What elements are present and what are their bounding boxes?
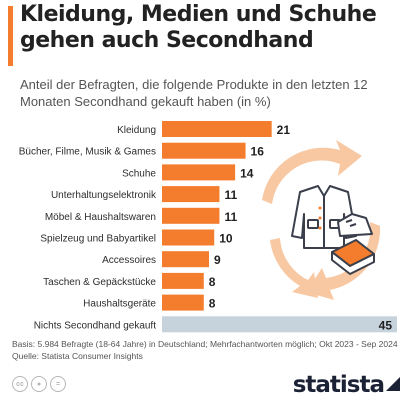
category-label: Kleidung bbox=[117, 125, 156, 136]
value-label: 16 bbox=[251, 145, 265, 159]
bar[interactable] bbox=[162, 164, 236, 181]
footnote: Basis: 5.984 Befragte (18-64 Jahre) in D… bbox=[12, 338, 404, 362]
value-label: 14 bbox=[240, 166, 254, 180]
attribution-icon[interactable]: ● bbox=[31, 376, 47, 392]
no-derivatives-icon[interactable]: = bbox=[50, 376, 66, 392]
bar[interactable] bbox=[162, 121, 272, 137]
value-label: 8 bbox=[209, 297, 216, 311]
category-label: Schuhe bbox=[122, 168, 156, 179]
basis-note: Basis: 5.984 Befragte (18-64 Jahre) in D… bbox=[12, 339, 398, 349]
bar[interactable] bbox=[162, 251, 209, 268]
license-icons: cc ● = bbox=[12, 376, 66, 392]
category-label: Bücher, Filme, Musik & Games bbox=[19, 147, 156, 158]
bar[interactable] bbox=[162, 142, 246, 159]
value-label: 8 bbox=[209, 275, 216, 289]
category-label: Taschen & Gepäckstücke bbox=[43, 277, 156, 288]
recycle-illustration bbox=[262, 140, 381, 300]
bar[interactable] bbox=[162, 272, 204, 289]
category-label: Accessoires bbox=[102, 255, 156, 266]
statista-logo[interactable]: statista bbox=[292, 372, 385, 398]
source-note: Quelle: Statista Consumer Insights bbox=[12, 351, 143, 361]
value-label: 9 bbox=[214, 253, 221, 267]
bar[interactable] bbox=[162, 229, 215, 246]
bar[interactable] bbox=[162, 294, 204, 311]
category-label: Unterhaltungselektronik bbox=[51, 190, 157, 201]
title-accent-bar bbox=[8, 6, 13, 66]
category-label: Möbel & Haushaltswaren bbox=[45, 212, 156, 223]
value-label: 10 bbox=[219, 232, 233, 246]
bar[interactable] bbox=[162, 207, 220, 224]
bar[interactable] bbox=[162, 186, 220, 203]
creative-commons-icon[interactable]: cc bbox=[12, 376, 28, 392]
chart-subtitle: Anteil der Befragten, die folgende Produ… bbox=[20, 77, 368, 109]
value-label: 45 bbox=[379, 318, 393, 332]
category-label: Haushaltsgeräte bbox=[83, 299, 156, 310]
books-icon bbox=[331, 239, 375, 275]
category-label: Nichts Secondhand gekauft bbox=[34, 320, 157, 331]
shoe-icon bbox=[337, 213, 373, 237]
chart-title: Kleidung, Medien und Schuhe gehen auch S… bbox=[20, 2, 377, 53]
recycle-arrows-icon bbox=[262, 140, 381, 300]
value-label: 11 bbox=[224, 210, 237, 224]
value-label: 11 bbox=[224, 188, 237, 202]
statista-logo-mark-icon bbox=[386, 377, 400, 391]
value-label: 21 bbox=[277, 123, 291, 137]
bar[interactable] bbox=[162, 316, 397, 333]
category-label: Spielzeug und Babyartikel bbox=[40, 234, 156, 245]
